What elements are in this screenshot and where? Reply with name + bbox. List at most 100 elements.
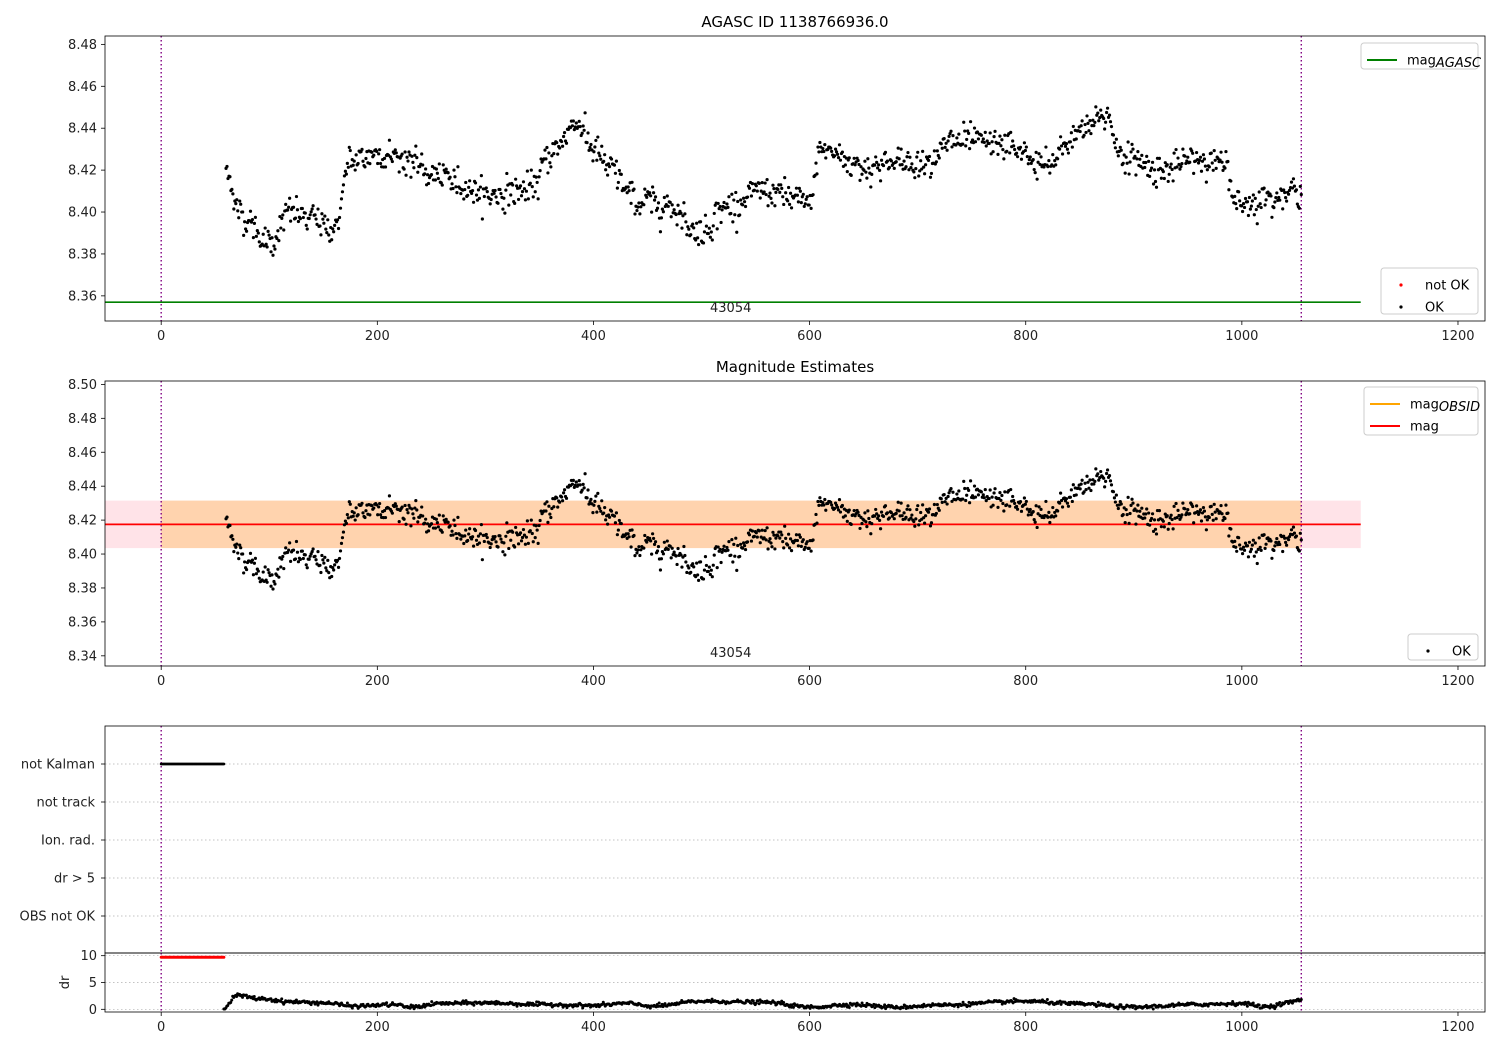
data-point [695,561,699,565]
data-point [774,536,778,540]
data-point [636,548,640,552]
data-point [403,503,407,508]
data-point [702,230,707,234]
data-point [782,1001,786,1005]
data-point [727,540,731,544]
data-point [635,208,639,213]
data-point [1165,514,1169,518]
data-point [363,515,367,520]
data-point [1152,168,1157,172]
data-point [679,553,683,557]
data-point [237,216,241,220]
y-tick-label: 8.50 [68,378,97,393]
data-point [515,1004,519,1008]
data-point [416,170,420,174]
data-point [1103,485,1107,489]
data-point [659,216,664,220]
data-point [581,124,585,128]
data-point [440,183,444,187]
data-point [519,539,524,543]
data-point [881,514,886,519]
data-point [253,215,257,219]
data-point [804,197,808,201]
data-point [645,540,649,544]
data-point [476,534,481,538]
data-point [1087,486,1091,490]
data-point [919,159,923,163]
data-point [655,206,660,210]
data-point [420,152,424,156]
data-point [1152,518,1157,522]
data-point [505,521,509,525]
data-point [241,210,245,214]
legend-subscript: OBSID [1439,400,1480,415]
data-point [235,198,239,202]
data-point [494,540,498,544]
data-point [830,503,834,507]
data-point [927,154,932,159]
data-point [484,532,488,537]
data-point [1223,166,1227,170]
data-point [670,203,674,207]
data-point [894,511,898,515]
data-point [413,506,417,510]
data-point [480,558,484,562]
data-point [877,163,881,167]
data-point [518,184,523,188]
data-point [242,571,246,575]
data-point [248,209,253,213]
data-point [471,200,476,204]
data-point [858,526,862,531]
data-point [719,560,723,565]
data-point [496,545,500,549]
data-point [803,545,807,549]
data-point [1283,190,1287,195]
data-point [1024,499,1028,504]
data-point [1298,531,1302,535]
data-point [1114,137,1118,141]
data-point [1242,548,1247,552]
x-tick-label: 200 [365,329,390,344]
data-point [294,194,299,199]
data-point [675,562,679,567]
data-point [397,170,401,174]
data-point [485,535,489,540]
data-point [1009,487,1013,492]
data-point [976,493,981,497]
data-point [1186,155,1190,159]
data-point [364,156,368,161]
data-point [950,499,954,503]
x-tick-label: 0 [157,674,165,689]
data-point [975,130,980,134]
data-point [1224,503,1228,507]
data-point [732,198,736,202]
data-point [883,150,888,154]
data-point [878,527,883,531]
data-point [529,518,533,522]
data-point [614,511,619,515]
data-point [300,549,304,553]
data-point [593,145,597,149]
data-point [902,159,906,163]
data-point [232,550,236,554]
data-point [298,557,302,562]
data-point [1000,493,1004,498]
data-point [456,515,460,520]
data-point [934,511,938,516]
data-point [1299,538,1303,542]
data-point [1028,507,1032,512]
data-point [514,525,518,530]
data-point [503,553,507,557]
data-point [1104,110,1109,115]
data-point [768,537,772,541]
data-point [524,189,529,193]
data-point [1108,479,1113,483]
data-point [1082,133,1086,137]
legend-label: OK [1425,301,1444,316]
data-point [1242,205,1247,210]
data-point [1144,160,1148,165]
data-point [232,207,236,211]
data-point [321,217,325,221]
data-point [807,546,811,550]
data-point [805,195,809,199]
